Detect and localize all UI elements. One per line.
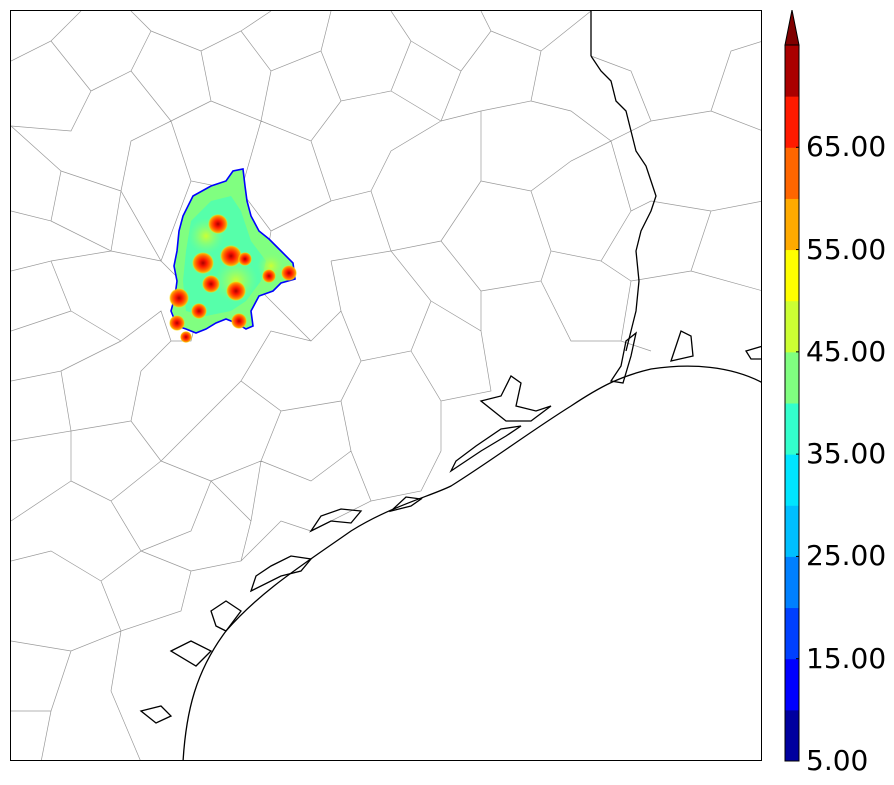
colorbar-tick-label: 55.00 (806, 232, 887, 266)
colorbar-band (785, 249, 799, 302)
colorbar-scale (784, 10, 800, 762)
colorbar-tick-label: 5.00 (806, 744, 869, 777)
texas-gulf-coast-map (11, 11, 761, 760)
colorbar-band (785, 403, 799, 455)
colorbar-band (785, 658, 799, 711)
coastline (139, 11, 761, 760)
colorbar-band (785, 300, 799, 353)
colorbar-band (785, 505, 799, 557)
colorbar-band (785, 709, 799, 762)
colorbar-band (785, 556, 799, 609)
colorbar-band (785, 607, 799, 660)
colorbar-extend-arrow (784, 10, 800, 46)
colorbar-band (785, 45, 799, 97)
colorbar-band (785, 454, 799, 506)
colorbar-band (785, 198, 799, 251)
colorbar-frame (784, 44, 800, 762)
colorbar-tick-label: 45.00 (806, 334, 887, 368)
colorbar-tick-label: 25.00 (806, 539, 887, 573)
colorbar-tick-label: 35.00 (806, 437, 887, 471)
colorbar-band (785, 147, 799, 199)
colorbar-band (785, 96, 799, 148)
colorbar-tick-label: 15.00 (806, 641, 887, 675)
data-field (169, 168, 297, 343)
colorbar: 5.00 15.00 25.00 35.00 45.00 55.00 65.00 (784, 10, 894, 785)
colorbar-tick-label: 65.00 (806, 130, 887, 164)
colorbar-band (785, 351, 799, 404)
map-panel (10, 10, 762, 761)
